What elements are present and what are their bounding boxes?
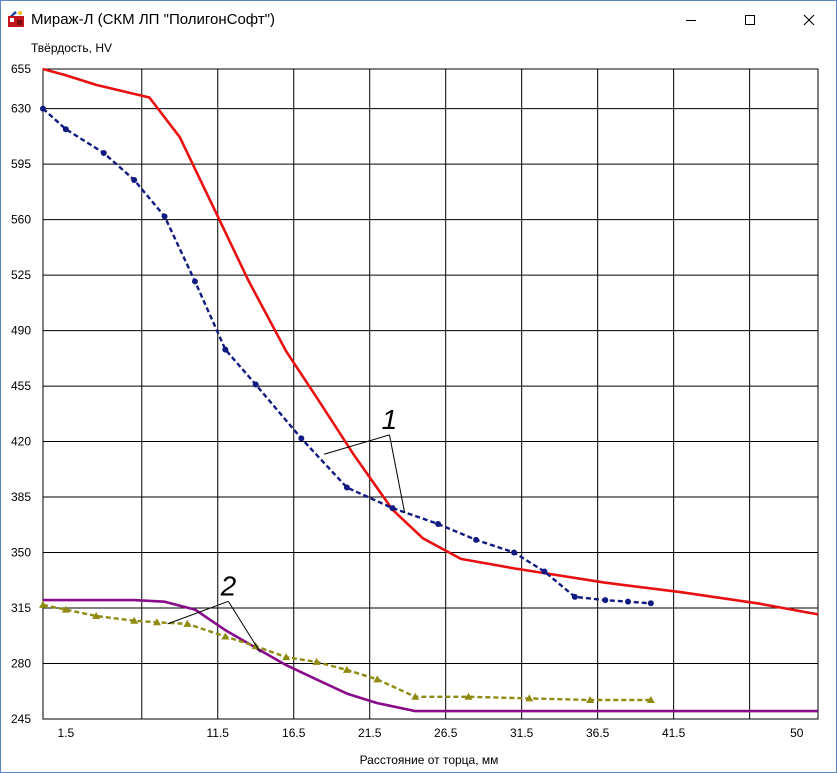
series-marker [571, 593, 578, 600]
chart-area: Твёрдость, HV Расстояние от торца, мм 24… [1, 38, 836, 772]
series-marker [602, 597, 609, 604]
series-marker [152, 618, 161, 626]
series-marker [525, 694, 534, 702]
maximize-button[interactable] [727, 1, 773, 38]
series-marker [39, 600, 47, 608]
x-tick-label: 26.5 [434, 726, 458, 740]
tick-labels: 245 280 315 350 385 420 455 490 525 560 595 630 655 1… [11, 62, 804, 740]
close-icon [803, 14, 815, 25]
x-tick-label: 50 [790, 726, 804, 740]
x-axis-label: Расстояние от торца, мм [360, 753, 499, 767]
series-marker [343, 484, 350, 491]
y-tick-label: 655 [11, 62, 31, 76]
series-marker [373, 675, 382, 683]
maximize-icon [745, 14, 755, 25]
window-title: Мираж-Л (СКМ ЛП "ПолигонСофт") [31, 11, 276, 28]
y-tick-label: 315 [11, 601, 31, 615]
annotation-leader [167, 600, 229, 625]
close-button[interactable] [786, 1, 832, 38]
series-marker [435, 521, 442, 527]
series-line-1 [42, 67, 819, 616]
minimize-button[interactable] [668, 1, 714, 38]
title-bar[interactable]: Мираж-Л (СКМ ЛП "ПолигонСофт") [1, 1, 836, 38]
series-marker [586, 695, 595, 703]
series-marker [625, 598, 632, 605]
series-marker [183, 619, 192, 627]
x-tick-label: 1.5 [57, 726, 74, 740]
x-tick-label: 21.5 [358, 726, 382, 740]
series-marker [61, 605, 70, 613]
y-tick-label: 350 [11, 546, 31, 560]
series-marker [298, 435, 305, 442]
y-tick-label: 420 [11, 435, 31, 449]
series-marker [100, 150, 107, 157]
app-icon[interactable] [7, 10, 25, 28]
minimize-icon [686, 19, 696, 21]
y-tick-label: 560 [11, 213, 31, 227]
x-tick-label: 41.5 [662, 726, 686, 740]
series-marker [646, 695, 655, 703]
x-tick-label: 16.5 [282, 726, 306, 740]
series-marker [92, 611, 101, 619]
grid [42, 68, 819, 720]
y-tick-label: 245 [11, 712, 31, 726]
series-marker [473, 536, 480, 543]
series-marker [191, 278, 198, 285]
series-marker [541, 568, 548, 575]
y-tick-label: 525 [11, 268, 31, 282]
series-marker [464, 692, 473, 700]
series-marker [161, 213, 168, 220]
y-tick-label: 595 [11, 157, 31, 171]
series-marker [252, 381, 259, 388]
series-marker [130, 616, 139, 624]
annotations: 12 [167, 404, 406, 653]
y-tick-label: 490 [11, 324, 31, 338]
series-marker [511, 549, 518, 556]
x-tick-label: 36.5 [586, 726, 610, 740]
series-marker [131, 176, 138, 183]
annotation-leader [323, 434, 390, 455]
series-marker [62, 126, 69, 133]
series [39, 67, 819, 713]
x-tick-label: 11.5 [207, 726, 230, 740]
annotation-leader [227, 601, 261, 653]
series-marker [342, 665, 351, 673]
annotation-leader [388, 434, 406, 513]
series-marker [312, 657, 321, 665]
annotation-label: 1 [382, 404, 398, 435]
series-marker [40, 105, 46, 112]
series-marker [389, 505, 396, 512]
hardness-chart: Твёрдость, HV Расстояние от торца, мм 24… [11, 41, 819, 767]
series-marker [647, 600, 654, 607]
series-marker [282, 653, 291, 661]
y-tick-label: 455 [11, 379, 31, 393]
y-tick-label: 630 [11, 102, 31, 116]
series-line-3 [43, 598, 818, 713]
y-axis-label: Твёрдость, HV [31, 41, 112, 55]
plot-frame [42, 68, 819, 720]
y-tick-label: 385 [11, 490, 31, 504]
series-marker [411, 692, 420, 700]
x-tick-label: 31.5 [510, 726, 534, 740]
annotation-label: 2 [220, 570, 237, 601]
y-tick-label: 280 [11, 657, 31, 671]
series-marker [221, 632, 230, 640]
series-marker [222, 346, 229, 353]
